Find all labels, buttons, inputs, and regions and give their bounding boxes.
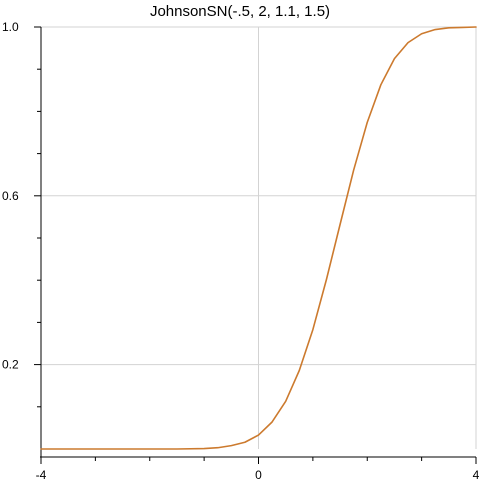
- x-tick-label: 0: [255, 468, 262, 480]
- grid-lines: [40, 26, 477, 449]
- x-tick-label: 4: [473, 468, 480, 480]
- y-tick-label: 1.0: [2, 20, 19, 34]
- tick-labels: -4 0 4 0.2 0.6 1.0: [2, 20, 480, 480]
- chart-title: JohnsonSN(-.5, 2, 1.1, 1.5): [150, 3, 330, 20]
- y-tick-label: 0.6: [2, 189, 19, 203]
- cdf-curve: [40, 26, 477, 450]
- x-tick-label: -4: [36, 468, 47, 480]
- axis-ticks: [34, 26, 477, 464]
- y-tick-label: 0.2: [2, 358, 19, 372]
- series-layer: [40, 26, 477, 450]
